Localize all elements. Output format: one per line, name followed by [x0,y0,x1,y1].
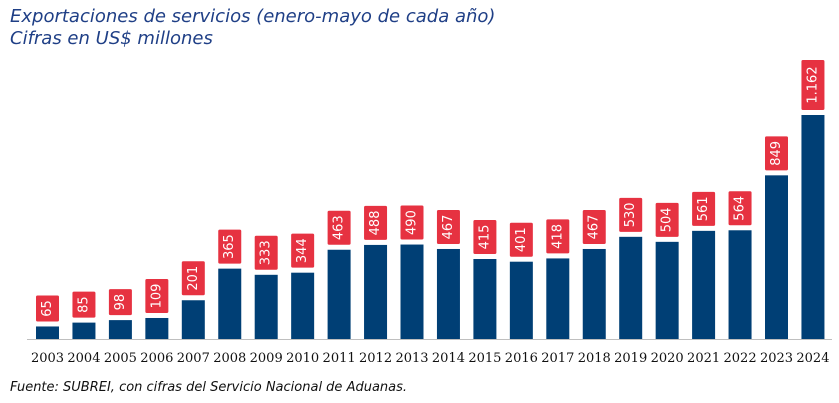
data-label-box [291,233,315,268]
data-label: 530 [623,202,638,227]
bar [36,326,59,339]
x-tick-label: 2012 [359,351,392,366]
data-label: 463 [332,215,347,240]
bar [546,258,570,339]
data-label-box [655,202,679,237]
data-label-box [254,235,278,270]
bar [582,248,606,339]
bar [400,244,424,339]
bar [765,175,788,339]
x-tick-label: 2010 [286,351,319,366]
data-label-box [801,60,825,110]
bar [181,300,205,339]
x-tick-label: 2005 [104,351,137,366]
x-tick-label: 2016 [505,351,538,366]
bar [728,230,752,339]
x-tick-label: 2008 [213,351,246,366]
chart-title-block: Exportaciones de servicios (enero-mayo d… [10,6,495,50]
bar [108,320,132,339]
bar [291,272,315,339]
data-label: 65 [40,300,55,317]
data-label-box [473,220,497,254]
data-label-box [327,210,351,245]
x-tick-label: 2003 [31,351,64,366]
data-label: 401 [514,227,529,252]
data-label-box [400,205,424,240]
bar [801,115,825,339]
bar [327,249,351,339]
data-label-box [728,191,752,226]
x-tick-label: 2021 [687,351,720,366]
data-label: 415 [477,225,492,250]
x-tick-label: 2011 [323,351,356,366]
data-label-box [509,222,533,257]
data-label: 467 [441,215,456,240]
data-label: 564 [733,196,748,221]
data-label: 365 [222,234,237,259]
bar [619,236,643,339]
data-label: 504 [660,207,675,232]
bar [364,244,388,339]
data-label: 344 [295,238,310,263]
data-label-box [619,197,643,232]
chart-subtitle: Cifras en US$ millones [10,28,213,49]
x-tick-label: 2024 [796,351,829,366]
x-tick-label: 2020 [651,351,684,366]
data-label: 109 [149,284,164,309]
data-label: 98 [113,294,128,311]
data-label: 418 [550,224,565,249]
data-label-box [692,191,716,226]
data-label: 490 [405,210,420,235]
chart-title: Exportaciones de servicios (enero-mayo d… [10,6,496,27]
x-tick-label: 2022 [724,351,757,366]
bar [145,317,169,339]
bar [254,274,278,339]
x-tick-label: 2023 [760,351,793,366]
x-tick-label: 2017 [541,351,574,366]
bar [692,230,716,339]
data-label-box [218,229,242,264]
data-label: 333 [259,240,274,265]
data-label-box [582,209,606,244]
data-label: 1.162 [805,66,820,103]
data-label-box [108,289,132,316]
data-label: 849 [769,141,784,166]
bar [655,241,679,339]
data-label-box [36,295,59,322]
bar [72,322,96,339]
x-tick-label: 2015 [468,351,501,366]
x-tick-label: 2006 [140,351,173,366]
source-note: Fuente: SUBREI, con cifras del Servicio … [10,380,408,395]
data-label-box [765,136,788,171]
x-tick-label: 2019 [614,351,647,366]
x-tick-label: 2018 [578,351,611,366]
data-label: 488 [368,211,383,236]
x-tick-label: 2009 [250,351,283,366]
x-tick-label: 2013 [395,351,428,366]
data-label: 85 [76,296,91,313]
data-label-box [72,291,96,318]
bar [509,261,533,339]
data-label-box [181,261,205,296]
bar [436,248,460,339]
data-label: 561 [696,196,711,221]
x-tick-label: 2007 [177,351,210,366]
data-label: 467 [587,215,602,240]
data-label-box [436,209,460,244]
data-label: 201 [186,266,201,291]
bar [473,259,497,339]
x-tick-label: 2004 [67,351,100,366]
data-label-box [145,278,169,313]
bar [218,268,242,339]
data-label-box [546,219,570,254]
data-label-box [364,205,388,240]
x-tick-label: 2014 [432,351,465,366]
